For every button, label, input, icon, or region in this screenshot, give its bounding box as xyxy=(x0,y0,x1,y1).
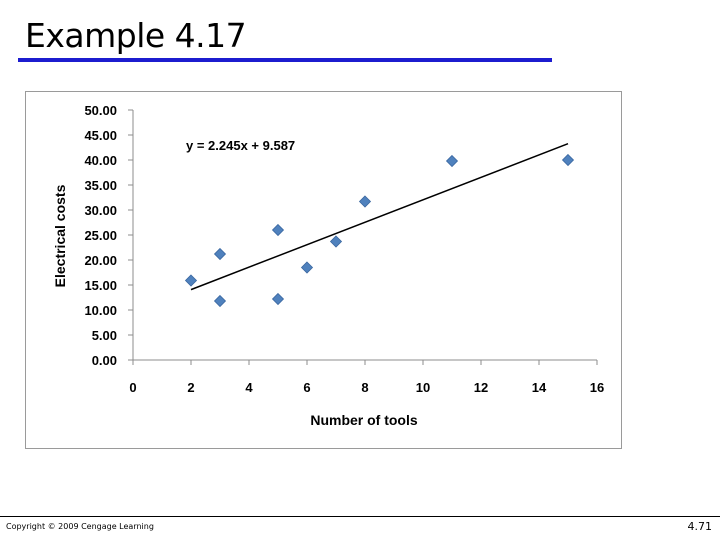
data-point-marker xyxy=(358,195,372,208)
trendline-group xyxy=(190,142,569,291)
page-number: 4.71 xyxy=(687,520,713,533)
x-tick-label: 10 xyxy=(416,380,430,395)
x-tick-label: 2 xyxy=(187,380,194,395)
y-tick-label: 25.00 xyxy=(84,228,117,243)
y-tick-label: 45.00 xyxy=(84,128,117,143)
footer-divider xyxy=(0,516,720,517)
data-point-marker xyxy=(184,274,198,287)
data-point-marker xyxy=(271,292,285,306)
x-tick-label: 8 xyxy=(361,380,368,395)
data-point-marker xyxy=(561,153,575,167)
y-tick-labels: 0.00 5.00 10.00 15.00 20.00 25.00 30.00 35.00 40… xyxy=(84,103,117,368)
x-tick-labels: 0 2 4 6 8 10 12 14 16 xyxy=(129,380,604,395)
y-tick-label: 5.00 xyxy=(92,328,117,343)
y-tick-label: 0.00 xyxy=(92,353,117,368)
x-axis-title: Number of tools xyxy=(310,412,418,428)
trendline xyxy=(190,142,569,291)
scatter-chart: 0.005.0010.0015.0020.0025.0030.0035.0040… xyxy=(52,103,604,428)
chart-frame: 0.00 5.00 10.00 15.00 20.00 25.00 30.00 35.00 40… xyxy=(25,91,622,449)
y-tick-label: 15.00 xyxy=(84,278,117,293)
x-tick-label: 6 xyxy=(303,380,310,395)
x-tick-label: 4 xyxy=(245,380,253,395)
trendline-equation: y = 2.245x + 9.587 xyxy=(186,138,295,153)
data-point-marker xyxy=(445,154,459,168)
x-tick-label: 0 xyxy=(129,380,136,395)
data-point-marker xyxy=(300,261,314,274)
data-points xyxy=(184,153,575,308)
y-axis-title: Electrical costs xyxy=(52,184,68,287)
data-point-marker xyxy=(213,247,227,261)
y-tick-label: 30.00 xyxy=(84,203,117,218)
data-point-marker xyxy=(213,294,227,308)
y-tick-label: 10.00 xyxy=(84,303,117,318)
y-tick-label: 40.00 xyxy=(84,153,117,168)
chart-axes xyxy=(128,109,598,365)
data-point-marker xyxy=(271,223,285,237)
copyright-text: Copyright © 2009 Cengage Learning xyxy=(6,522,154,531)
x-tick-label: 12 xyxy=(474,380,488,395)
title-underline xyxy=(18,58,552,62)
x-tick-label: 16 xyxy=(590,380,604,395)
y-tick-label: 35.00 xyxy=(84,178,117,193)
y-tick-label: 20.00 xyxy=(84,253,117,268)
slide-title: Example 4.17 xyxy=(25,16,247,55)
y-tick-label: 50.00 xyxy=(84,103,117,118)
x-tick-label: 14 xyxy=(532,380,547,395)
data-point-marker xyxy=(329,235,343,248)
